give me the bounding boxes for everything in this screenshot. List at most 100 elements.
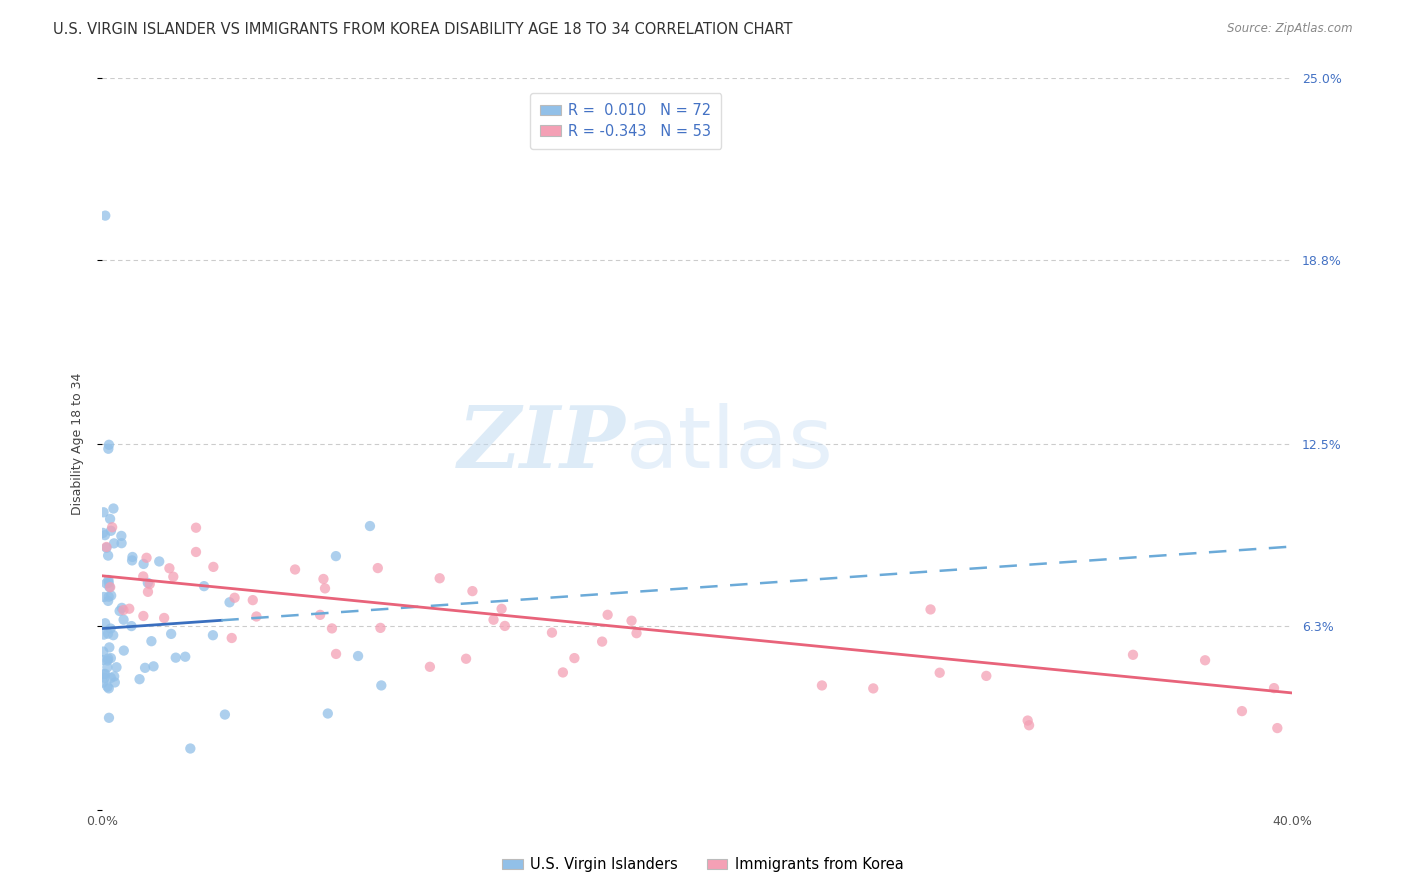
Point xyxy=(97,653,120,667)
Point xyxy=(321,621,343,635)
Point xyxy=(591,634,613,648)
Point xyxy=(103,628,125,642)
Point xyxy=(367,561,389,575)
Point xyxy=(120,619,142,633)
Point xyxy=(97,575,120,590)
Point xyxy=(148,554,170,568)
Point xyxy=(184,545,207,559)
Point xyxy=(121,553,143,567)
Point xyxy=(103,669,125,683)
Point xyxy=(138,577,160,591)
Point xyxy=(98,580,121,594)
Point xyxy=(359,519,381,533)
Point xyxy=(100,651,122,665)
Point xyxy=(325,647,347,661)
Point xyxy=(429,571,451,585)
Point xyxy=(284,562,307,576)
Point xyxy=(454,652,477,666)
Point xyxy=(347,648,370,663)
Text: atlas: atlas xyxy=(626,402,834,485)
Point xyxy=(100,589,122,603)
Point xyxy=(97,573,120,587)
Text: U.S. VIRGIN ISLANDER VS IMMIGRANTS FROM KOREA DISABILITY AGE 18 TO 34 CORRELATIO: U.S. VIRGIN ISLANDER VS IMMIGRANTS FROM … xyxy=(53,22,793,37)
Point xyxy=(157,561,180,575)
Point xyxy=(100,524,122,538)
Point xyxy=(564,651,586,665)
Point xyxy=(93,505,115,519)
Point xyxy=(96,576,118,591)
Point xyxy=(97,626,120,640)
Point xyxy=(541,625,564,640)
Point xyxy=(96,660,118,674)
Point xyxy=(101,520,124,534)
Point xyxy=(316,706,339,721)
Point xyxy=(862,681,884,696)
Point xyxy=(110,529,132,543)
Point xyxy=(100,671,122,685)
Point xyxy=(134,661,156,675)
Y-axis label: Disability Age 18 to 34: Disability Age 18 to 34 xyxy=(72,373,84,516)
Point xyxy=(165,650,187,665)
Point xyxy=(110,536,132,550)
Point xyxy=(100,622,122,636)
Text: ZIP: ZIP xyxy=(458,402,626,486)
Point xyxy=(98,580,121,594)
Point xyxy=(96,540,118,554)
Point xyxy=(1230,704,1253,718)
Point xyxy=(928,665,950,680)
Point xyxy=(920,602,942,616)
Point xyxy=(98,711,121,725)
Point xyxy=(1263,681,1285,695)
Point xyxy=(98,438,121,452)
Point xyxy=(96,541,118,555)
Point xyxy=(111,600,134,615)
Point xyxy=(94,528,117,542)
Point xyxy=(314,582,336,596)
Point xyxy=(242,593,264,607)
Point xyxy=(551,665,574,680)
Point xyxy=(112,643,135,657)
Point xyxy=(214,707,236,722)
Point xyxy=(218,595,240,609)
Point xyxy=(1018,718,1040,732)
Point xyxy=(160,627,183,641)
Point xyxy=(108,604,131,618)
Point xyxy=(94,667,117,681)
Point xyxy=(91,644,114,658)
Point xyxy=(245,609,267,624)
Point xyxy=(93,667,115,681)
Point xyxy=(141,634,163,648)
Point xyxy=(97,594,120,608)
Point xyxy=(179,741,201,756)
Point xyxy=(224,591,246,605)
Point xyxy=(626,626,648,640)
Point xyxy=(97,651,120,665)
Point xyxy=(91,675,114,690)
Point xyxy=(93,627,115,641)
Point xyxy=(105,660,128,674)
Point xyxy=(104,675,127,690)
Point xyxy=(91,653,114,667)
Point xyxy=(1122,648,1144,662)
Point xyxy=(419,660,441,674)
Point xyxy=(596,607,619,622)
Point xyxy=(325,549,347,563)
Point xyxy=(461,584,484,599)
Point xyxy=(142,659,165,673)
Point xyxy=(491,602,513,616)
Point xyxy=(136,576,159,591)
Point xyxy=(309,607,332,622)
Point xyxy=(94,209,117,223)
Point xyxy=(976,669,998,683)
Point xyxy=(118,601,141,615)
Point xyxy=(1265,721,1288,735)
Point xyxy=(370,678,392,692)
Point xyxy=(103,501,125,516)
Point xyxy=(98,512,121,526)
Point xyxy=(132,569,155,583)
Point xyxy=(132,609,155,624)
Point xyxy=(811,678,834,692)
Point xyxy=(94,616,117,631)
Point xyxy=(482,613,505,627)
Legend: R =  0.010   N = 72, R = -0.343   N = 53: R = 0.010 N = 72, R = -0.343 N = 53 xyxy=(530,93,721,149)
